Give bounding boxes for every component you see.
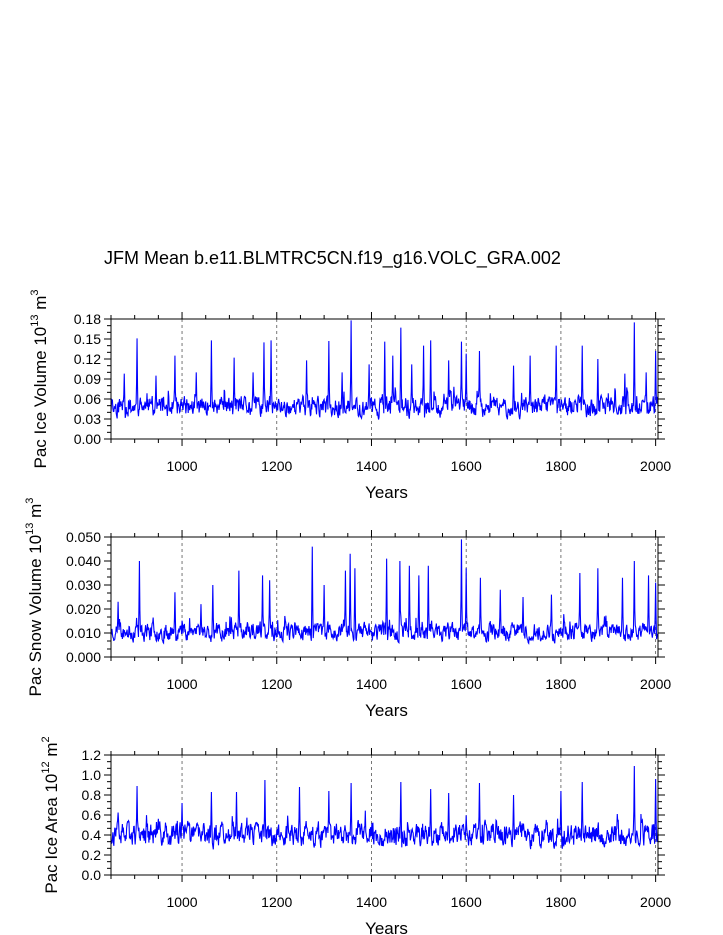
x-tick-label: 1400 bbox=[356, 676, 387, 692]
y-tick-label: 0.030 bbox=[66, 577, 101, 593]
panel-ice-volume: 1000 1200 1400 1600 1800 2000 0.00 0.03 0.06 0.09… bbox=[29, 289, 671, 502]
x-tick-label: 2000 bbox=[640, 676, 671, 692]
y-tick-label: 0.040 bbox=[66, 553, 101, 569]
y-tick-label: 0.00 bbox=[74, 431, 101, 447]
series-line-ice-area bbox=[110, 765, 659, 850]
x-tick-label: 1000 bbox=[166, 458, 197, 474]
series-line-snow-volume bbox=[110, 539, 659, 645]
x-tick-label: 1800 bbox=[545, 894, 576, 910]
y-tick-label: 0.06 bbox=[74, 391, 101, 407]
y-tick-label: 0.03 bbox=[74, 411, 101, 427]
x-tick-label: 1600 bbox=[451, 676, 482, 692]
x-tick-label: 1200 bbox=[261, 894, 292, 910]
chart-title: JFM Mean b.e11.BLMTRC5CN.f19_g16.VOLC_GR… bbox=[104, 248, 561, 268]
y-tick-label: 0.6 bbox=[82, 807, 102, 823]
y-tick-label: 0.4 bbox=[82, 827, 102, 843]
x-tick-label: 1000 bbox=[166, 676, 197, 692]
x-tick-label: 2000 bbox=[640, 894, 671, 910]
x-tick-label: 1600 bbox=[451, 894, 482, 910]
series-line-ice-volume bbox=[110, 320, 659, 420]
y-axis-title: Pac Snow Volume 1013 m3 bbox=[24, 498, 45, 697]
y-tick-label: 0.15 bbox=[74, 331, 101, 347]
y-tick-label: 0.8 bbox=[82, 787, 102, 803]
y-tick-label: 0.010 bbox=[66, 625, 101, 641]
x-tick-label: 2000 bbox=[640, 458, 671, 474]
y-axis-title: Pac Ice Area 1012 m2 bbox=[40, 736, 61, 893]
y-tick-label: 0.050 bbox=[66, 529, 101, 545]
x-tick-label: 1800 bbox=[545, 676, 576, 692]
y-tick-label: 0.18 bbox=[74, 311, 101, 327]
x-tick-label: 1400 bbox=[356, 894, 387, 910]
x-tick-label: 1400 bbox=[356, 458, 387, 474]
y-tick-label: 0.12 bbox=[74, 351, 101, 367]
panel-ice-area: 1000 1200 1400 1600 1800 2000 0.0 0.2 0.4 0.6 0.8 1… bbox=[40, 736, 671, 935]
x-axis-title: Years bbox=[365, 701, 408, 720]
y-tick-label: 1.2 bbox=[82, 747, 102, 763]
panel-snow-volume: 1000 1200 1400 1600 1800 2000 0.000 0.010 0.020 0… bbox=[24, 498, 671, 720]
x-tick-label: 1200 bbox=[261, 458, 292, 474]
plot-frame bbox=[110, 754, 659, 876]
y-tick-label: 0.020 bbox=[66, 601, 101, 617]
x-tick-label: 1600 bbox=[451, 458, 482, 474]
x-tick-label: 1000 bbox=[166, 894, 197, 910]
x-axis-title: Years bbox=[365, 919, 408, 935]
y-tick-label: 0.000 bbox=[66, 649, 101, 665]
y-tick-label: 0.0 bbox=[82, 867, 102, 883]
plot-frame bbox=[110, 536, 659, 658]
x-axis-title: Years bbox=[365, 483, 408, 502]
y-tick-label: 1.0 bbox=[82, 767, 102, 783]
y-axis-title: Pac Ice Volume 1013 m3 bbox=[29, 289, 50, 468]
y-tick-label: 0.2 bbox=[82, 847, 102, 863]
x-tick-label: 1200 bbox=[261, 676, 292, 692]
y-tick-label: 0.09 bbox=[74, 371, 101, 387]
x-tick-label: 1800 bbox=[545, 458, 576, 474]
